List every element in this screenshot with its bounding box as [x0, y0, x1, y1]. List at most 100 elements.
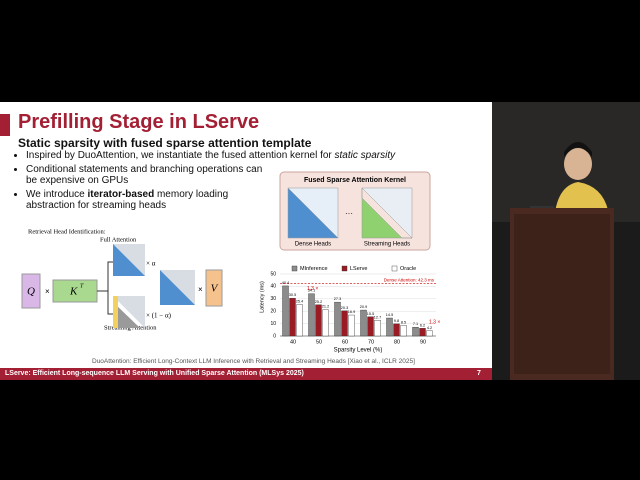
matrix [160, 270, 195, 305]
bar [374, 320, 381, 337]
v-label: V [211, 283, 219, 295]
bar [315, 304, 322, 337]
matrix [113, 296, 145, 328]
bar [282, 285, 289, 337]
hair [564, 142, 592, 157]
diagram-label: Full Attention [100, 236, 137, 243]
bar [322, 309, 329, 337]
value-label: 25.2 [315, 300, 322, 304]
bar [296, 304, 303, 337]
title-accent [0, 114, 10, 136]
value-label: 6.2 [420, 323, 425, 327]
one-minus-alpha: × (1 − α) [146, 312, 172, 320]
y-tick-label: 40 [270, 284, 276, 290]
matrix [113, 244, 145, 276]
text: Inspired by DuoAttention, we instantiate… [26, 150, 335, 161]
x-tick-label: 60 [342, 339, 348, 345]
dots: ··· [345, 209, 353, 218]
bullet: We introduce iterator-based memory loadi… [26, 189, 266, 211]
value-label: 34.1 [308, 289, 315, 293]
bullet: Inspired by DuoAttention, we instantiate… [26, 150, 426, 161]
x-tick-label: 80 [394, 339, 400, 345]
annotation: 1.3 × [307, 286, 318, 292]
footer-text: LServe: Efficient Long-sequence LLM Serv… [5, 370, 304, 377]
value-label: 27.3 [334, 297, 341, 301]
value-label: 4.2 [427, 326, 432, 330]
reference-label: Dense Attention: 42.3 ms [384, 278, 435, 283]
text: Conditional statements and branching ope… [26, 164, 263, 186]
bar [360, 309, 367, 337]
value-label: 9.8 [394, 319, 399, 323]
y-tick-label: 0 [273, 333, 276, 339]
value-label: 21.2 [322, 305, 329, 309]
value-label: 20.3 [341, 306, 348, 310]
alpha: × α [146, 260, 156, 268]
matrix-empty [361, 187, 413, 239]
bullet: Conditional statements and branching ope… [26, 164, 266, 186]
legend-swatch [291, 265, 298, 272]
y-tick-label: 10 [270, 321, 276, 327]
times: × [45, 287, 50, 296]
value-label: 40.4 [282, 281, 289, 285]
legend-label: MInference [300, 266, 328, 272]
bar [386, 317, 393, 337]
legend-label: Oracle [400, 266, 416, 272]
matrix-dense [287, 187, 339, 239]
bar [419, 328, 426, 337]
slide-title: Prefilling Stage in LServe [18, 111, 260, 133]
matrix-streaming [361, 188, 412, 239]
kernel-label: Streaming Heads [364, 242, 410, 248]
bullet-list: Inspired by DuoAttention, we instantiate… [12, 150, 426, 214]
x-tick-label: 40 [290, 339, 296, 345]
annotation: 1.3 × [429, 320, 440, 326]
bar [334, 301, 341, 337]
bar [400, 325, 407, 337]
bar [341, 310, 348, 337]
bar [393, 323, 400, 337]
legend-swatch [341, 265, 348, 272]
speaker-video [492, 102, 640, 380]
citation: DuoAttention: Efficient Long-Context LLM… [92, 358, 415, 365]
slide: Prefilling Stage in LServe Static sparsi… [0, 102, 492, 380]
q-label: Q [27, 286, 35, 298]
slide-subtitle: Static sparsity with fused sparse attent… [18, 136, 312, 150]
y-tick-label: 20 [270, 309, 276, 315]
kernel-label: Dense Heads [295, 242, 331, 248]
y-tick-label: 30 [270, 296, 276, 302]
q-block [21, 273, 41, 309]
y-tick-label: 50 [270, 271, 276, 277]
sink [113, 296, 118, 328]
value-label: 16.9 [348, 310, 355, 314]
bar [367, 316, 374, 337]
footer-bar: LServe: Efficient Long-sequence LLM Serv… [0, 368, 492, 380]
arrow [97, 261, 113, 292]
head [564, 148, 592, 180]
bar [308, 293, 315, 337]
bar [348, 314, 355, 337]
x-tick-label: 90 [420, 339, 426, 345]
podium-panel [514, 214, 610, 374]
value-label: 8.5 [401, 320, 406, 324]
matrix [113, 296, 145, 328]
bar [412, 326, 419, 337]
x-tick-label: 50 [316, 339, 322, 345]
bar [289, 297, 296, 337]
chart: Latency (ms) Sparsity Level (%) 0 10 20 30 4… [259, 265, 440, 354]
kernel-title: Fused Sparse Attention Kernel [304, 177, 406, 184]
k-label: K [69, 286, 78, 298]
text: iterator-based [87, 189, 155, 200]
value-label: 15.5 [367, 312, 374, 316]
k-sup: T [80, 283, 84, 289]
legend-swatch [391, 265, 398, 272]
y-axis-title: Latency (ms) [259, 281, 265, 313]
times: × [198, 285, 203, 294]
diagram-label: Retrieval Head Identification: [28, 228, 106, 235]
value-label: 14.5 [386, 313, 393, 317]
value-label: 30.5 [289, 293, 296, 297]
text: static sparsity [334, 150, 396, 161]
value-label: 12.7 [374, 315, 381, 319]
arrow [107, 291, 113, 315]
text: We introduce [26, 189, 88, 200]
legend-label: LServe [350, 266, 367, 272]
